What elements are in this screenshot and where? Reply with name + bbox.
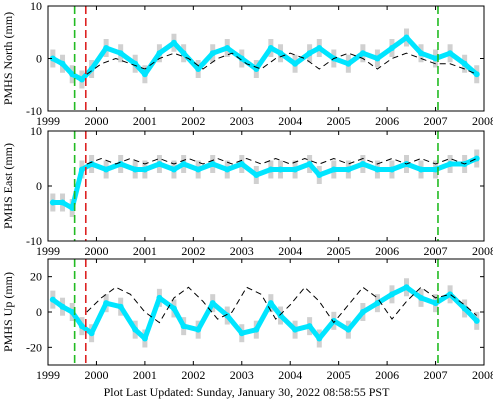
x-tick-label: 2007 xyxy=(424,114,448,128)
x-tick-label: 2001 xyxy=(133,114,157,128)
y-tick-label: -20 xyxy=(26,340,42,354)
last-updated-footer: Plot Last Updated: Sunday, January 30, 2… xyxy=(103,385,390,399)
model-line xyxy=(86,286,478,324)
x-tick-label: 2004 xyxy=(278,244,302,258)
x-tick-label: 1999 xyxy=(36,368,60,382)
y-tick-label: 0 xyxy=(36,179,42,193)
model-line xyxy=(86,52,477,75)
chart-panel-1: 1999 2000 2001 2002 2003 2004 2005 2006 2007 2008… xyxy=(1,0,493,128)
x-tick-label: 2005 xyxy=(327,244,351,258)
data-series-line xyxy=(52,156,478,211)
x-tick-label: 2004 xyxy=(278,114,302,128)
x-tick-label: 2000 xyxy=(84,114,108,128)
x-tick-label: 2002 xyxy=(181,368,205,382)
x-tick-label: 2003 xyxy=(230,244,254,258)
x-tick-label: 2006 xyxy=(375,244,399,258)
chart-panel-2: 1999 2000 2001 2002 2003 2004 2005 2006 2007 2008… xyxy=(1,124,493,258)
x-tick-label: 2001 xyxy=(133,368,157,382)
x-tick-label: 2003 xyxy=(230,368,254,382)
y-tick-label: -10 xyxy=(26,234,42,248)
x-tick-label: 2008 xyxy=(472,114,493,128)
x-tick-label: 2002 xyxy=(181,244,205,258)
chart-panel-3: 1999 2000 2001 2002 2003 2004 2005 2006 2007 2008… xyxy=(1,258,493,382)
x-tick-label: 2005 xyxy=(327,114,351,128)
y-tick-label: 0 xyxy=(36,305,42,319)
y-tick-label: -10 xyxy=(26,104,42,118)
plot-frame xyxy=(47,130,485,242)
y-tick-label: 20 xyxy=(30,270,42,284)
x-tick-label: 2007 xyxy=(424,244,448,258)
x-tick-label: 2005 xyxy=(327,368,351,382)
x-tick-label: 2008 xyxy=(472,244,493,258)
x-tick-label: 2001 xyxy=(133,244,157,258)
y-tick-label: 10 xyxy=(30,0,42,13)
x-tick-label: 2000 xyxy=(84,244,108,258)
y-axis-label: PMHS East (mm) xyxy=(1,143,15,229)
y-axis-label: PMHS Up (mm) xyxy=(1,272,15,352)
y-tick-label: 0 xyxy=(36,52,42,66)
x-tick-label: 2006 xyxy=(375,368,399,382)
y-tick-label: 10 xyxy=(30,124,42,138)
data-series-line xyxy=(51,284,479,341)
data-series-line xyxy=(51,35,479,82)
y-axis-label: PMHS North (mm) xyxy=(1,12,15,105)
x-tick-label: 2000 xyxy=(84,368,108,382)
x-tick-label: 2008 xyxy=(472,368,493,382)
x-tick-label: 2006 xyxy=(375,114,399,128)
x-tick-label: 2007 xyxy=(424,368,448,382)
x-tick-label: 2003 xyxy=(230,114,254,128)
x-tick-label: 2002 xyxy=(181,114,205,128)
x-tick-label: 2004 xyxy=(278,368,302,382)
x-tick-label: 1999 xyxy=(36,114,60,128)
x-tick-label: 1999 xyxy=(36,244,60,258)
